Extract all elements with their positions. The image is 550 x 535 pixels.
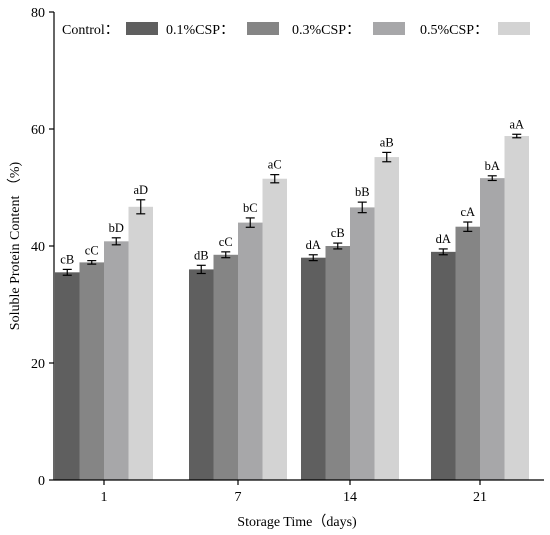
bar (189, 269, 214, 480)
bar-significance-label: dA (436, 232, 451, 246)
bar-significance-label: cC (219, 235, 233, 249)
bar-significance-label: dA (306, 238, 321, 252)
bar (128, 206, 153, 480)
significance-labels-layer: cB cC bD aD dB cC bC aC dA cB bB aB dA cA bA aA (60, 117, 524, 266)
legend-label: Control： (62, 23, 119, 38)
y-tick-label: 20 (31, 357, 45, 372)
error-bars-layer (62, 133, 522, 276)
bar (301, 257, 326, 480)
bars-layer (55, 136, 529, 480)
bar-significance-label: dB (194, 248, 209, 262)
legend-swatch (126, 22, 158, 35)
x-tick-label: 14 (343, 490, 357, 505)
bar-significance-label: aC (268, 158, 282, 172)
bar (480, 178, 505, 480)
bar (325, 246, 350, 480)
bar (350, 207, 375, 480)
bar-significance-label: cB (331, 226, 345, 240)
bar (262, 178, 287, 480)
bar-significance-label: bB (355, 185, 370, 199)
bar-significance-label: bA (485, 159, 500, 173)
bar-significance-label: bC (243, 201, 258, 215)
x-axis-title: Storage Time（days) (237, 514, 357, 530)
y-tick-label: 40 (31, 240, 45, 255)
bar-significance-label: cA (460, 205, 475, 219)
legend-swatch (498, 22, 530, 35)
bar-significance-label: aD (133, 183, 148, 197)
bar (431, 251, 456, 480)
legend: Control： 0.1%CSP： 0.3%CSP： 0.5%CSP： (62, 22, 530, 38)
bar (55, 272, 80, 480)
bar-significance-label: cC (85, 244, 99, 258)
y-tick-label: 60 (31, 123, 45, 138)
bar-significance-label: aA (509, 117, 524, 131)
legend-swatch (247, 22, 279, 35)
x-tick-label: 21 (473, 490, 487, 505)
bar (455, 226, 480, 480)
y-tick-label: 0 (38, 474, 45, 489)
bar (504, 136, 529, 480)
bar (213, 254, 238, 480)
bar-significance-label: bD (109, 221, 124, 235)
y-axis-title: Soluble Protein Content （%) (7, 161, 23, 330)
legend-label: 0.3%CSP： (292, 23, 360, 38)
bar-significance-label: aB (380, 135, 394, 149)
bar (374, 157, 399, 480)
legend-swatch (373, 22, 405, 35)
bar-significance-label: cB (60, 252, 74, 266)
bar (238, 222, 263, 480)
legend-label: 0.5%CSP： (420, 23, 488, 38)
axes-layer: 0 20 40 60 80 1 7 14 21 (31, 6, 544, 505)
x-tick-label: 7 (235, 490, 242, 505)
bar (104, 241, 129, 480)
bar (79, 262, 104, 480)
y-tick-label: 80 (31, 6, 45, 21)
x-tick-label: 1 (101, 490, 108, 505)
legend-label: 0.1%CSP： (166, 23, 234, 38)
